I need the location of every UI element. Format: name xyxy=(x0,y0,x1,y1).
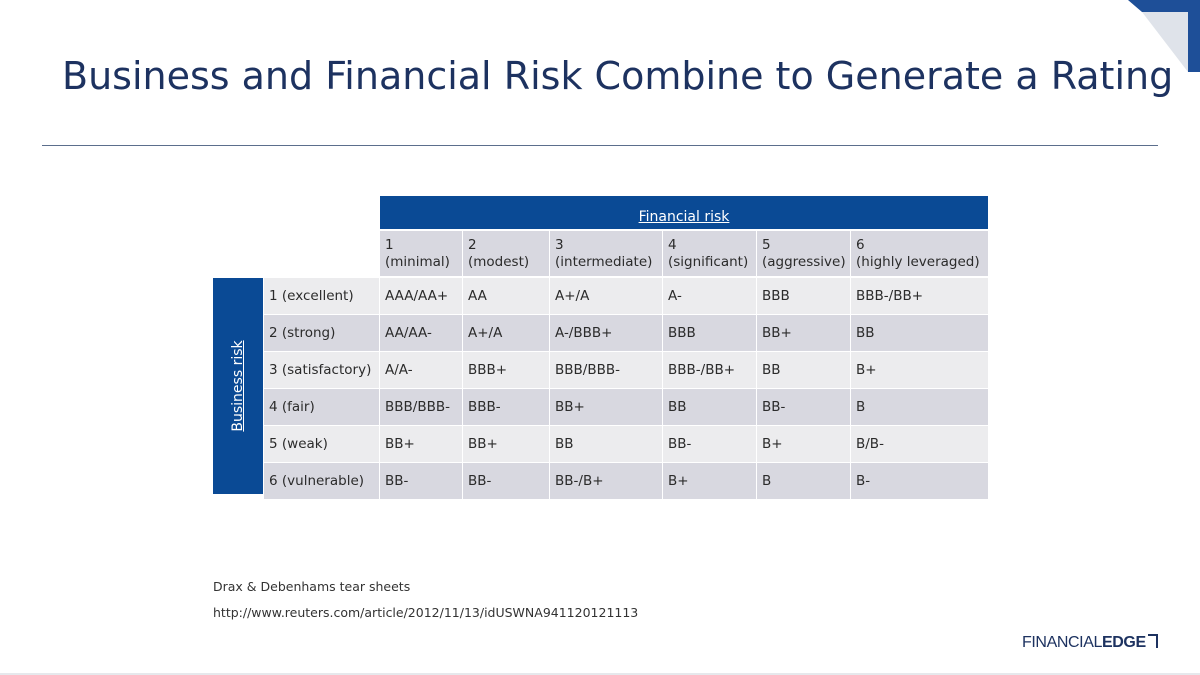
row-label: 4 (fair) xyxy=(264,389,379,425)
rating-cell: BB- xyxy=(380,463,462,499)
logo-mark-icon xyxy=(1147,634,1158,648)
rating-cell: BB+ xyxy=(463,426,549,462)
col-header-6: 6 (highly leveraged) xyxy=(851,231,988,276)
col-header-2: 2 (modest) xyxy=(463,231,549,276)
rating-cell: BBB-/BB+ xyxy=(663,352,756,388)
col-header-number: 4 xyxy=(668,236,677,253)
corner-accent-shape xyxy=(1128,0,1200,72)
rating-cell: BB- xyxy=(757,389,850,425)
source-note: Drax & Debenhams tear sheets xyxy=(213,579,411,594)
rating-cell: B xyxy=(757,463,850,499)
col-header-desc: (modest) xyxy=(468,253,530,270)
col-header-4: 4 (significant) xyxy=(663,231,756,276)
col-header-desc: (significant) xyxy=(668,253,749,270)
rating-cell: BB+ xyxy=(757,315,850,351)
col-header-number: 3 xyxy=(555,236,564,253)
col-header-number: 5 xyxy=(762,236,771,253)
bottom-border xyxy=(0,673,1200,675)
rating-cell: B+ xyxy=(757,426,850,462)
rating-cell: BBB xyxy=(663,315,756,351)
rating-cell: A/A- xyxy=(380,352,462,388)
col-header-desc: (minimal) xyxy=(385,253,450,270)
row-label: 2 (strong) xyxy=(264,315,379,351)
col-header-desc: (highly leveraged) xyxy=(856,253,980,270)
rating-cell: BB xyxy=(550,426,662,462)
rating-cell: AA xyxy=(463,278,549,314)
row-label: 3 (satisfactory) xyxy=(264,352,379,388)
col-header-number: 1 xyxy=(385,236,394,253)
rating-cell: BB xyxy=(663,389,756,425)
source-url: http://www.reuters.com/article/2012/11/1… xyxy=(213,605,639,620)
rating-cell: BBB+ xyxy=(463,352,549,388)
rating-cell: B xyxy=(851,389,988,425)
row-label: 5 (weak) xyxy=(264,426,379,462)
business-risk-label: Business risk xyxy=(230,340,246,432)
financial-edge-logo: FINANCIALEDGE xyxy=(1022,634,1158,656)
financial-risk-header: Financial risk xyxy=(380,196,988,229)
col-header-number: 2 xyxy=(468,236,477,253)
rating-cell: BBB-/BB+ xyxy=(851,278,988,314)
financial-risk-label: Financial risk xyxy=(638,209,730,225)
rating-cell: BBB- xyxy=(463,389,549,425)
rating-cell: BB- xyxy=(663,426,756,462)
page-title: Business and Financial Risk Combine to G… xyxy=(62,54,1174,98)
title-divider xyxy=(42,145,1158,146)
rating-cell: BB xyxy=(757,352,850,388)
col-header-1: 1 (minimal) xyxy=(380,231,462,276)
col-header-number: 6 xyxy=(856,236,865,253)
logo-text-bold: EDGE xyxy=(1101,634,1146,651)
rating-cell: BB+ xyxy=(380,426,462,462)
rating-cell: B+ xyxy=(851,352,988,388)
rating-cell: BB-/B+ xyxy=(550,463,662,499)
rating-cell: BB+ xyxy=(550,389,662,425)
rating-cell: AAA/AA+ xyxy=(380,278,462,314)
col-header-desc: (aggressive) xyxy=(762,253,846,270)
rating-cell: B+ xyxy=(663,463,756,499)
rating-cell: B- xyxy=(851,463,988,499)
rating-cell: B/B- xyxy=(851,426,988,462)
rating-cell: AA/AA- xyxy=(380,315,462,351)
row-label: 1 (excellent) xyxy=(264,278,379,314)
rating-cell: BBB/BBB- xyxy=(380,389,462,425)
rating-cell: BBB xyxy=(757,278,850,314)
rating-cell: BB xyxy=(851,315,988,351)
logo-text-light: FINANCIAL xyxy=(1022,634,1102,651)
business-risk-header: Business risk xyxy=(213,278,263,494)
col-header-desc: (intermediate) xyxy=(555,253,653,270)
rating-cell: A+/A xyxy=(550,278,662,314)
rating-cell: A+/A xyxy=(463,315,549,351)
col-header-3: 3 (intermediate) xyxy=(550,231,662,276)
rating-cell: A- xyxy=(663,278,756,314)
col-header-5: 5 (aggressive) xyxy=(757,231,850,276)
row-label: 6 (vulnerable) xyxy=(264,463,379,499)
rating-cell: BB- xyxy=(463,463,549,499)
rating-cell: BBB/BBB- xyxy=(550,352,662,388)
rating-cell: A-/BBB+ xyxy=(550,315,662,351)
